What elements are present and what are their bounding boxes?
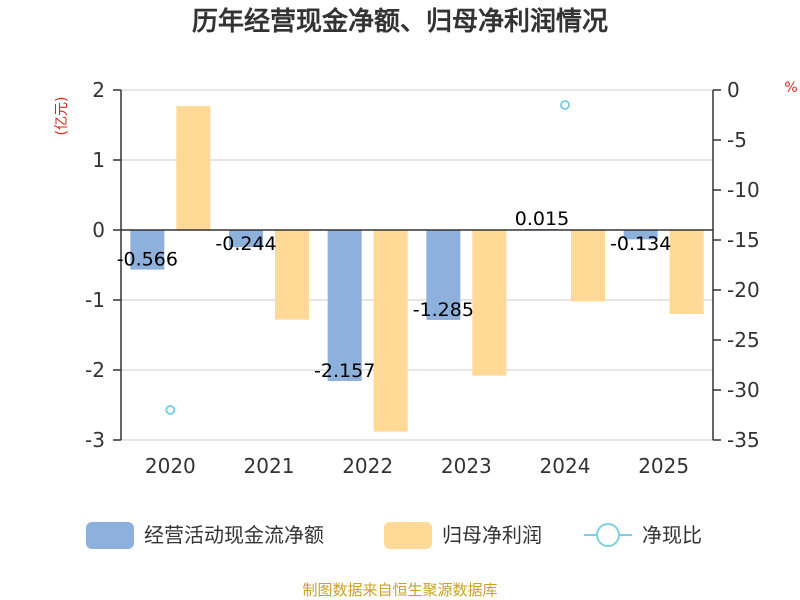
legend-label: 经营活动现金流净额 [144,523,324,547]
markers [165,100,570,415]
y-right-tick-label: -30 [727,378,760,402]
data-label-2022: -2.157 [314,360,375,382]
x-tick-label-2021: 2021 [244,454,295,478]
data-label-2021: -0.244 [215,233,276,255]
x-tick-label-2023: 2023 [441,454,492,478]
x-tick-label-2024: 2024 [540,454,591,478]
legend-swatch-netprofit [384,522,432,549]
source-note: 制图数据来自恒生聚源数据库 [302,581,497,599]
bar-cashflow-2022 [327,230,362,381]
y-left-tick-label: -1 [85,288,105,312]
bar-netprofit-2021 [275,230,309,320]
bar-cashflow-2025 [623,230,658,240]
bar-cashflow-2023 [426,230,461,320]
legend-label: 归母净利润 [442,523,542,547]
y-left-tick-label: -3 [85,428,105,452]
legend-label: 净现比 [642,523,702,547]
point-jingxianbi-2024 [560,100,570,110]
bar-netprofit-2020 [176,106,211,230]
bar-netprofit-2025 [669,230,704,314]
y-right-tick-label: -15 [727,228,760,252]
data-label-2023: -1.285 [413,299,474,321]
y-left-tick-label: 2 [92,78,105,102]
bar-cashflow-2021 [229,230,263,248]
legend-swatch-marker-jingxianbi [596,523,620,547]
legend-swatch-cashflow [86,522,134,549]
y-left-unit: (亿元) [54,97,70,136]
bars [130,106,704,432]
bar-netprofit-2024 [571,230,605,302]
point-jingxianbi-2020 [165,405,176,415]
y-right-tick-label: -5 [727,128,747,152]
y-right-tick-label: -10 [727,178,760,202]
bar-netprofit-2022 [373,230,408,432]
legend: 经营活动现金流净额 归母净利润 净现比 [86,522,702,549]
x-tick-label-2025: 2025 [638,454,689,478]
axes [113,89,721,441]
y-left-tick-label: -2 [85,358,105,382]
y-left-tick-label: 0 [92,218,105,242]
y-right-unit: % [784,80,797,96]
data-labels: -0.566 -0.244 -2.157 -1.285 0.015 -0.134 [117,208,672,382]
y-right-tick-label: -20 [727,278,760,302]
data-label-2024: 0.015 [515,208,569,230]
data-label-2025: -0.134 [610,233,671,255]
bar-cashflow-2020 [130,230,165,270]
bar-netprofit-2023 [472,230,507,376]
chart-title: 历年经营现金净额、归母净利润情况 [192,6,608,37]
y-left-tick-label: 1 [92,148,105,172]
data-label-2020: -0.566 [117,249,178,271]
y-right-tick-label: -35 [727,428,760,452]
y-right-tick-label: -25 [727,328,760,352]
x-tick-label-2020: 2020 [145,454,196,478]
x-tick-label-2022: 2022 [342,454,393,478]
y-right-tick-label: 0 [727,78,740,102]
